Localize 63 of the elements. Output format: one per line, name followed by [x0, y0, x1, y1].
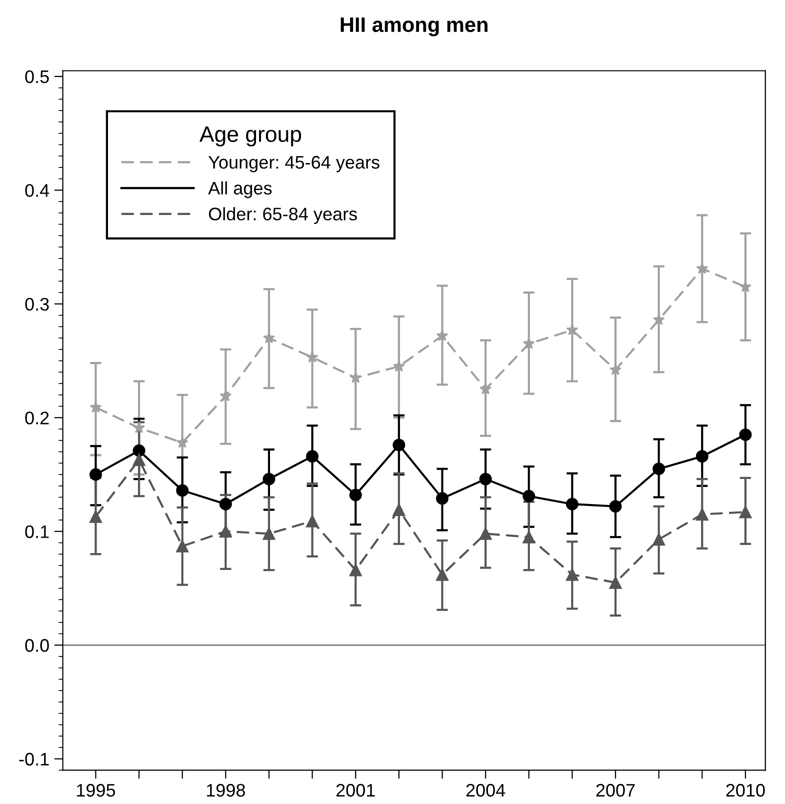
point [262, 472, 276, 486]
point [262, 527, 276, 540]
point [652, 533, 666, 546]
point [652, 462, 666, 476]
point [89, 468, 102, 481]
point [609, 500, 622, 513]
y-tick-label: -0.1 [19, 752, 49, 766]
point [609, 576, 622, 589]
x-tick-label: 1995 [77, 784, 116, 797]
point [306, 514, 319, 528]
point [219, 498, 232, 510]
y-tick-label: 0.0 [25, 639, 49, 652]
point [522, 337, 535, 349]
point [349, 564, 362, 576]
chart-title: HII among men [340, 18, 488, 36]
x-tick-label: 1998 [206, 784, 245, 797]
point [436, 492, 448, 505]
point [132, 453, 146, 466]
point [652, 314, 665, 326]
point [176, 484, 189, 497]
point [306, 450, 319, 463]
point [349, 488, 362, 502]
point [566, 568, 578, 581]
point [176, 540, 189, 552]
point [219, 525, 232, 538]
point [479, 472, 492, 486]
point [132, 444, 146, 457]
point [306, 351, 318, 363]
x-tick-label: 2001 [336, 784, 375, 797]
point [696, 508, 708, 521]
point [220, 390, 232, 402]
point [739, 506, 752, 518]
point [739, 280, 752, 292]
legend-title: Age group [200, 126, 302, 146]
x-tick-label: 2004 [466, 784, 506, 797]
point [133, 422, 146, 434]
y-tick-label: 0.2 [25, 412, 49, 424]
point [696, 450, 708, 463]
y-tick-label: 0.5 [25, 70, 49, 84]
point [696, 262, 708, 274]
legend-label: Younger: 45-64 years [208, 156, 380, 172]
point [522, 530, 536, 544]
point [739, 428, 752, 441]
point [350, 372, 362, 384]
y-tick-label: 0.4 [25, 184, 50, 197]
point [436, 330, 448, 341]
y-tick-label: 0.1 [25, 525, 49, 538]
legend-label: All ages [208, 181, 272, 198]
point [176, 436, 188, 448]
point [566, 498, 578, 510]
x-tick-label: 2010 [726, 784, 765, 797]
point [436, 568, 448, 581]
point [392, 360, 405, 372]
point [566, 324, 578, 336]
point [90, 401, 102, 413]
x-tick-label: 2007 [596, 784, 635, 797]
point [479, 527, 492, 540]
point [522, 490, 536, 502]
point [89, 510, 102, 523]
y-tick-label: 0.3 [25, 298, 49, 311]
point [392, 504, 406, 516]
point [392, 438, 406, 452]
legend-label: Older: 65-84 years [208, 207, 357, 224]
